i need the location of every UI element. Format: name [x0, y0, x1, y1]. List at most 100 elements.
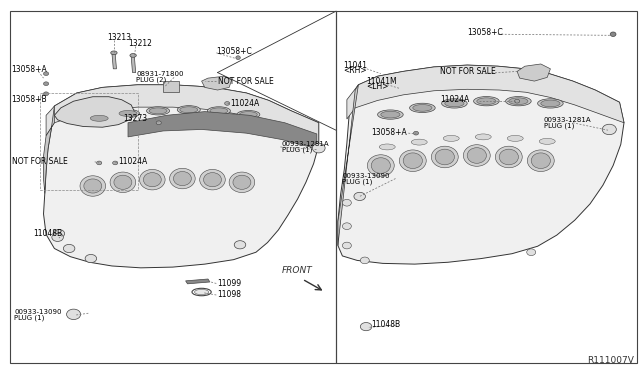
- Ellipse shape: [443, 135, 460, 141]
- Ellipse shape: [234, 241, 246, 249]
- Bar: [10, 11, 336, 363]
- Ellipse shape: [44, 72, 49, 76]
- Ellipse shape: [442, 99, 467, 108]
- Ellipse shape: [403, 153, 422, 169]
- Ellipse shape: [180, 107, 198, 113]
- Polygon shape: [338, 85, 358, 246]
- Ellipse shape: [173, 171, 191, 186]
- Polygon shape: [163, 81, 179, 92]
- Text: NOT FOR SALE: NOT FOR SALE: [218, 77, 273, 86]
- Ellipse shape: [342, 199, 351, 206]
- Bar: [336, 11, 637, 363]
- Ellipse shape: [499, 149, 518, 165]
- Ellipse shape: [210, 108, 228, 114]
- Ellipse shape: [378, 110, 403, 119]
- Ellipse shape: [527, 150, 554, 171]
- Text: 13058+A: 13058+A: [12, 65, 47, 74]
- Polygon shape: [128, 112, 317, 149]
- Ellipse shape: [477, 98, 496, 105]
- Text: PLUG (2): PLUG (2): [136, 77, 166, 83]
- Polygon shape: [44, 85, 319, 268]
- Ellipse shape: [67, 309, 81, 320]
- Ellipse shape: [515, 99, 520, 103]
- Ellipse shape: [435, 149, 454, 165]
- Ellipse shape: [90, 115, 108, 121]
- Ellipse shape: [508, 135, 524, 141]
- Ellipse shape: [225, 102, 230, 105]
- Polygon shape: [131, 57, 136, 73]
- Ellipse shape: [119, 110, 137, 116]
- Ellipse shape: [195, 289, 209, 295]
- Text: 13058+C: 13058+C: [216, 47, 252, 56]
- Ellipse shape: [467, 148, 486, 163]
- Ellipse shape: [367, 155, 394, 176]
- Text: 13273: 13273: [124, 114, 148, 123]
- Text: 00933-13090: 00933-13090: [14, 310, 61, 315]
- Ellipse shape: [431, 146, 458, 168]
- Text: 08931-71800: 08931-71800: [136, 71, 184, 77]
- Ellipse shape: [80, 176, 106, 196]
- Text: 11098: 11098: [218, 291, 242, 299]
- Ellipse shape: [540, 138, 556, 144]
- Text: 13213: 13213: [108, 33, 132, 42]
- Ellipse shape: [342, 223, 351, 230]
- Text: NOT FOR SALE: NOT FOR SALE: [12, 157, 67, 166]
- Ellipse shape: [52, 233, 63, 241]
- Ellipse shape: [371, 158, 390, 173]
- Ellipse shape: [63, 244, 75, 253]
- Text: R111007V: R111007V: [587, 356, 634, 365]
- Ellipse shape: [116, 109, 140, 118]
- Ellipse shape: [342, 242, 351, 249]
- Ellipse shape: [156, 121, 161, 125]
- Text: <LH>: <LH>: [366, 82, 388, 91]
- Ellipse shape: [130, 54, 136, 57]
- Ellipse shape: [147, 107, 170, 115]
- Ellipse shape: [538, 99, 563, 108]
- Text: 00933-1281A: 00933-1281A: [544, 117, 591, 123]
- Ellipse shape: [413, 105, 432, 111]
- Polygon shape: [202, 76, 232, 90]
- Ellipse shape: [207, 107, 230, 115]
- Ellipse shape: [229, 172, 255, 193]
- Ellipse shape: [312, 143, 325, 153]
- Ellipse shape: [140, 169, 165, 190]
- Text: 00933-13090: 00933-13090: [342, 173, 390, 179]
- Ellipse shape: [44, 82, 49, 86]
- Ellipse shape: [360, 323, 372, 331]
- Ellipse shape: [379, 144, 396, 150]
- Ellipse shape: [410, 103, 435, 112]
- Polygon shape: [338, 65, 624, 264]
- Text: PLUG (1): PLUG (1): [342, 178, 372, 185]
- Polygon shape: [112, 54, 116, 69]
- Ellipse shape: [474, 97, 499, 106]
- Text: 13058+B: 13058+B: [12, 95, 47, 104]
- Polygon shape: [186, 279, 210, 284]
- Ellipse shape: [53, 230, 65, 238]
- Ellipse shape: [236, 56, 241, 60]
- Ellipse shape: [381, 111, 400, 118]
- Ellipse shape: [111, 51, 117, 55]
- Ellipse shape: [110, 172, 136, 193]
- Text: PLUG (1): PLUG (1): [282, 147, 312, 153]
- Text: 11099: 11099: [218, 279, 242, 288]
- Ellipse shape: [114, 175, 132, 189]
- Ellipse shape: [531, 153, 550, 169]
- Text: 00933-1281A: 00933-1281A: [282, 141, 329, 147]
- Ellipse shape: [506, 97, 531, 106]
- Polygon shape: [347, 65, 624, 123]
- Text: 13058+A: 13058+A: [371, 128, 407, 137]
- Polygon shape: [517, 64, 550, 81]
- Ellipse shape: [44, 92, 49, 96]
- Ellipse shape: [84, 179, 102, 193]
- Text: NOT FOR SALE: NOT FOR SALE: [440, 67, 496, 76]
- Ellipse shape: [200, 169, 225, 190]
- Text: 11048B: 11048B: [371, 320, 401, 329]
- Ellipse shape: [527, 249, 536, 256]
- Text: 11041M: 11041M: [366, 77, 397, 86]
- Text: 11041: 11041: [344, 61, 367, 70]
- Text: FRONT: FRONT: [282, 266, 312, 275]
- Ellipse shape: [233, 175, 251, 189]
- Ellipse shape: [463, 145, 490, 166]
- Text: 11024A: 11024A: [440, 95, 470, 104]
- Ellipse shape: [237, 110, 260, 119]
